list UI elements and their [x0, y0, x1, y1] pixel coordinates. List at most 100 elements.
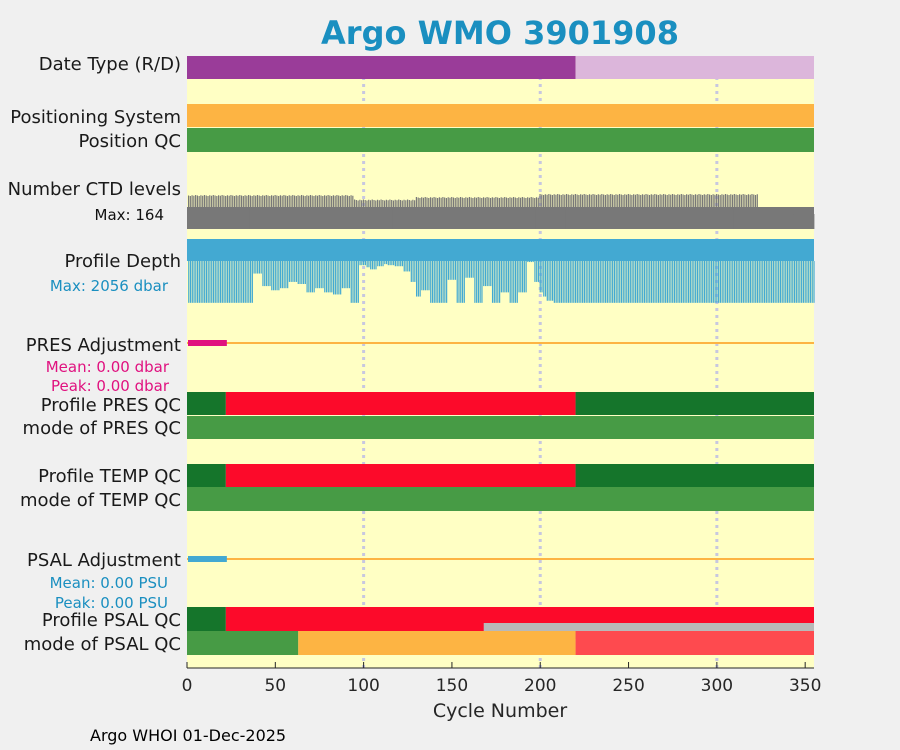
profile-depth-bar: [354, 261, 356, 303]
ctd-level-bar: [327, 195, 329, 229]
profile-depth-bar: [650, 261, 653, 303]
profile-depth-bar: [310, 261, 312, 293]
ctd-level-bar: [237, 195, 239, 229]
ctd-level-bar: [435, 197, 437, 229]
ctd-level-bar: [279, 195, 282, 229]
profile-depth-bar: [617, 261, 619, 303]
profile-depth-bar: [790, 261, 792, 303]
ctd-level-bar: [756, 194, 758, 229]
ctd-level-bar: [779, 214, 781, 229]
profile-depth-bar: [735, 261, 737, 303]
ctd-level-bar: [323, 195, 326, 229]
x-tick-label: 150: [436, 676, 468, 696]
ctd-level-bar: [629, 194, 631, 229]
ctd-level-bar: [417, 197, 419, 229]
profile-depth-bar: [726, 261, 729, 303]
profile-depth-bar: [324, 261, 326, 293]
profile-depth-bar: [813, 261, 815, 303]
ctd-level-bar: [391, 200, 393, 229]
profile-depth-bar: [643, 261, 646, 303]
profile-depth-bar: [272, 261, 275, 291]
profile-depth-bar: [188, 261, 190, 303]
pres-adjustment-marker: [188, 340, 227, 346]
ctd-level-bar: [489, 198, 492, 229]
ctd-level-bar: [800, 214, 803, 229]
profile-depth-bar: [763, 261, 766, 303]
ctd-level-bar: [331, 196, 333, 229]
profile-depth-bar: [589, 261, 591, 303]
ctd-level-bar: [654, 194, 656, 229]
footer-credit: Argo WHOI 01-Dec-2025: [90, 726, 286, 745]
ctd-level-bar: [408, 200, 410, 229]
ctd-level-bar: [576, 194, 578, 229]
ctd-level-bar: [502, 197, 504, 229]
ctd-level-bar: [299, 195, 301, 229]
ctd-level-bar: [551, 195, 554, 229]
ctd-level-bar: [498, 198, 501, 229]
ctd-level-bar: [428, 198, 430, 229]
ctd-level-bar: [357, 200, 359, 229]
label-positioning-system: Positioning System: [10, 107, 181, 128]
ctd-level-bar: [278, 196, 280, 229]
profile-temp-qc-segment: [187, 464, 226, 487]
profile-depth-bar: [280, 261, 282, 289]
profile-depth-bar: [511, 261, 513, 303]
ctd-level-bar: [198, 196, 200, 229]
ctd-level-bar: [270, 195, 273, 229]
profile-depth-bar: [608, 261, 610, 303]
ctd-level-bar: [588, 194, 591, 229]
profile-depth-bar: [592, 261, 594, 303]
ctd-level-bar: [196, 195, 198, 229]
ctd-level-bar: [249, 195, 251, 229]
profile-depth-bar: [315, 261, 317, 289]
ctd-level-bar: [297, 195, 299, 229]
profile-depth-bar: [566, 261, 568, 303]
profile-depth-bar: [749, 261, 752, 303]
profile-depth-bar: [755, 261, 757, 303]
ctd-level-bar: [516, 198, 518, 229]
ctd-level-bar: [799, 215, 801, 229]
profile-depth-bar: [753, 261, 755, 303]
profile-depth-bar: [294, 261, 296, 282]
ctd-level-bar: [710, 195, 712, 229]
ctd-level-bar: [456, 197, 458, 229]
profile-depth-bar: [225, 261, 227, 303]
profile-depth-bar: [364, 261, 366, 266]
ctd-level-bar: [451, 197, 453, 229]
profile-depth-bar: [483, 261, 485, 287]
ctd-level-bar: [504, 197, 506, 229]
profile-depth-bar: [804, 261, 806, 303]
ctd-level-bar: [302, 195, 304, 229]
ctd-level-bar: [286, 196, 289, 229]
profile-pres-qc-segment: [187, 392, 226, 415]
label-profile-psal-qc: Profile PSAL QC: [42, 610, 181, 631]
profile-depth-bar: [334, 261, 336, 295]
ctd-level-bar: [371, 199, 373, 229]
profile-depth-bar: [733, 261, 736, 303]
ctd-level-bar: [532, 197, 534, 229]
profile-depth-bar: [241, 261, 243, 303]
ctd-level-bar: [272, 195, 274, 229]
ctd-level-bar: [721, 194, 723, 229]
ctd-level-bar: [477, 197, 479, 229]
label-depth-max: Max: 2056 dbar: [50, 277, 169, 295]
profile-depth-bar: [714, 261, 716, 303]
ctd-level-bar: [701, 195, 704, 229]
ctd-level-bar: [634, 194, 637, 229]
ctd-level-bar: [475, 197, 478, 229]
profile-depth-bar: [306, 261, 308, 293]
profile-depth-bar: [477, 261, 480, 303]
ctd-level-bar: [733, 194, 735, 229]
ctd-level-bar: [444, 197, 446, 229]
ctd-level-bar: [726, 194, 728, 229]
ctd-level-bar: [717, 194, 720, 229]
profile-depth-bar: [193, 261, 195, 303]
profile-depth-bar: [663, 261, 665, 303]
ctd-level-bar: [580, 194, 582, 229]
profile-depth-bar: [797, 261, 799, 303]
ctd-level-bar: [763, 215, 765, 229]
profile-depth-bar: [725, 261, 727, 303]
profile-depth-bar: [516, 261, 518, 303]
profile-depth-bar: [258, 261, 261, 274]
ctd-level-bar: [643, 194, 645, 229]
